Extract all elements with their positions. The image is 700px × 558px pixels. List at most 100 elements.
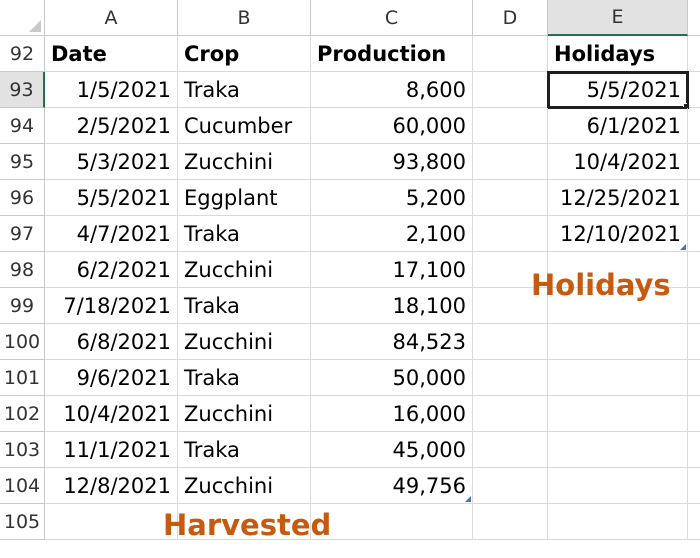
production-cell[interactable] — [311, 504, 473, 540]
column-header-c[interactable]: C — [311, 0, 473, 36]
row-header[interactable]: 99 — [0, 288, 45, 324]
empty-cell[interactable] — [473, 180, 548, 216]
crop-cell[interactable]: Traka — [178, 360, 311, 396]
empty-cell[interactable] — [473, 72, 548, 108]
crop-cell[interactable]: Traka — [178, 72, 311, 108]
date-cell[interactable]: 9/6/2021 — [45, 360, 178, 396]
empty-cell[interactable] — [688, 324, 700, 360]
empty-cell[interactable] — [473, 504, 548, 540]
column-header-e[interactable]: E — [548, 0, 688, 36]
crop-cell[interactable] — [178, 504, 311, 540]
column-header-f-partial[interactable] — [688, 0, 700, 36]
holiday-cell[interactable] — [548, 468, 688, 504]
empty-cell[interactable] — [473, 36, 548, 72]
empty-cell[interactable] — [473, 432, 548, 468]
empty-cell[interactable] — [473, 288, 548, 324]
crop-cell[interactable]: Traka — [178, 432, 311, 468]
row-header[interactable]: 102 — [0, 396, 45, 432]
crop-cell[interactable]: Cucumber — [178, 108, 311, 144]
date-cell[interactable]: 12/8/2021 — [45, 468, 178, 504]
row-header[interactable]: 92 — [0, 36, 45, 72]
holiday-cell[interactable]: 12/25/2021 — [548, 180, 688, 216]
date-cell[interactable]: 11/1/2021 — [45, 432, 178, 468]
empty-cell[interactable] — [688, 396, 700, 432]
fill-handle[interactable] — [683, 103, 687, 107]
production-cell[interactable]: 50,000 — [311, 360, 473, 396]
empty-cell[interactable] — [688, 432, 700, 468]
row-header[interactable]: 103 — [0, 432, 45, 468]
column-header-d[interactable]: D — [473, 0, 548, 36]
column-header-a[interactable]: A — [45, 0, 178, 36]
empty-cell[interactable] — [473, 360, 548, 396]
holiday-cell[interactable] — [548, 396, 688, 432]
date-cell[interactable]: 1/5/2021 — [45, 72, 178, 108]
empty-cell[interactable] — [473, 468, 548, 504]
date-cell[interactable]: 6/2/2021 — [45, 252, 178, 288]
production-cell[interactable]: 84,523 — [311, 324, 473, 360]
row-header[interactable]: 105 — [0, 504, 45, 540]
crop-cell[interactable]: Traka — [178, 216, 311, 252]
crop-cell[interactable]: Zucchini — [178, 252, 311, 288]
select-all-corner[interactable] — [0, 0, 45, 36]
empty-cell[interactable] — [473, 324, 548, 360]
production-cell[interactable]: 45,000 — [311, 432, 473, 468]
empty-cell[interactable] — [473, 396, 548, 432]
production-cell[interactable]: 2,100 — [311, 216, 473, 252]
empty-cell[interactable] — [473, 108, 548, 144]
row-header[interactable]: 93 — [0, 72, 45, 108]
date-cell[interactable]: 5/5/2021 — [45, 180, 178, 216]
empty-cell[interactable] — [688, 72, 700, 108]
date-cell[interactable] — [45, 504, 178, 540]
row-header[interactable]: 98 — [0, 252, 45, 288]
empty-cell[interactable] — [688, 360, 700, 396]
holiday-cell[interactable]: 12/10/2021 — [548, 216, 688, 252]
empty-cell[interactable] — [688, 36, 700, 72]
holiday-cell[interactable] — [548, 360, 688, 396]
date-cell[interactable]: 4/7/2021 — [45, 216, 178, 252]
crop-cell[interactable]: Zucchini — [178, 324, 311, 360]
production-cell[interactable]: 5,200 — [311, 180, 473, 216]
empty-cell[interactable] — [688, 144, 700, 180]
holiday-cell[interactable] — [548, 504, 688, 540]
empty-cell[interactable] — [688, 216, 700, 252]
empty-cell[interactable] — [688, 504, 700, 540]
row-header[interactable]: 104 — [0, 468, 45, 504]
crop-cell[interactable]: Eggplant — [178, 180, 311, 216]
header-crop-cell[interactable]: Crop — [178, 36, 311, 72]
row-header[interactable]: 101 — [0, 360, 45, 396]
production-cell[interactable]: 60,000 — [311, 108, 473, 144]
header-date-cell[interactable]: Date — [45, 36, 178, 72]
row-header[interactable]: 96 — [0, 180, 45, 216]
holiday-cell[interactable]: 6/1/2021 — [548, 108, 688, 144]
production-cell[interactable]: 49,756 — [311, 468, 473, 504]
header-holidays-cell[interactable]: Holidays — [548, 36, 688, 72]
empty-cell[interactable] — [688, 252, 700, 288]
empty-cell[interactable] — [688, 108, 700, 144]
row-header[interactable]: 100 — [0, 324, 45, 360]
empty-cell[interactable] — [473, 252, 548, 288]
date-cell[interactable]: 6/8/2021 — [45, 324, 178, 360]
date-cell[interactable]: 5/3/2021 — [45, 144, 178, 180]
empty-cell[interactable] — [473, 216, 548, 252]
crop-cell[interactable]: Zucchini — [178, 144, 311, 180]
row-header[interactable]: 95 — [0, 144, 45, 180]
holiday-cell[interactable] — [548, 432, 688, 468]
production-cell[interactable]: 18,100 — [311, 288, 473, 324]
date-cell[interactable]: 10/4/2021 — [45, 396, 178, 432]
production-cell[interactable]: 93,800 — [311, 144, 473, 180]
selected-holiday-cell[interactable]: 5/5/2021 — [547, 71, 689, 109]
empty-cell[interactable] — [688, 468, 700, 504]
production-cell[interactable]: 8,600 — [311, 72, 473, 108]
holiday-cell[interactable] — [548, 288, 688, 324]
header-production-cell[interactable]: Production — [311, 36, 473, 72]
row-header[interactable]: 94 — [0, 108, 45, 144]
crop-cell[interactable]: Zucchini — [178, 396, 311, 432]
production-cell[interactable]: 16,000 — [311, 396, 473, 432]
crop-cell[interactable]: Zucchini — [178, 468, 311, 504]
holiday-cell[interactable] — [548, 252, 688, 288]
holiday-cell[interactable]: 10/4/2021 — [548, 144, 688, 180]
column-header-b[interactable]: B — [178, 0, 311, 36]
empty-cell[interactable] — [473, 144, 548, 180]
crop-cell[interactable]: Traka — [178, 288, 311, 324]
holiday-cell[interactable] — [548, 324, 688, 360]
